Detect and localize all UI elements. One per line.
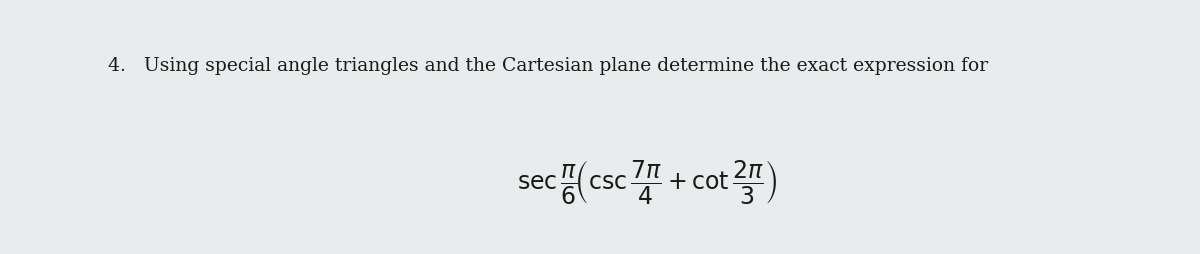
Text: 4.   Using special angle triangles and the Cartesian plane determine the exact e: 4. Using special angle triangles and the…	[108, 57, 989, 74]
Text: $\mathrm{sec}\,\dfrac{\pi}{6}\!\left(\mathrm{csc}\,\dfrac{7\pi}{4}+\mathrm{cot}\: $\mathrm{sec}\,\dfrac{\pi}{6}\!\left(\ma…	[517, 157, 776, 205]
